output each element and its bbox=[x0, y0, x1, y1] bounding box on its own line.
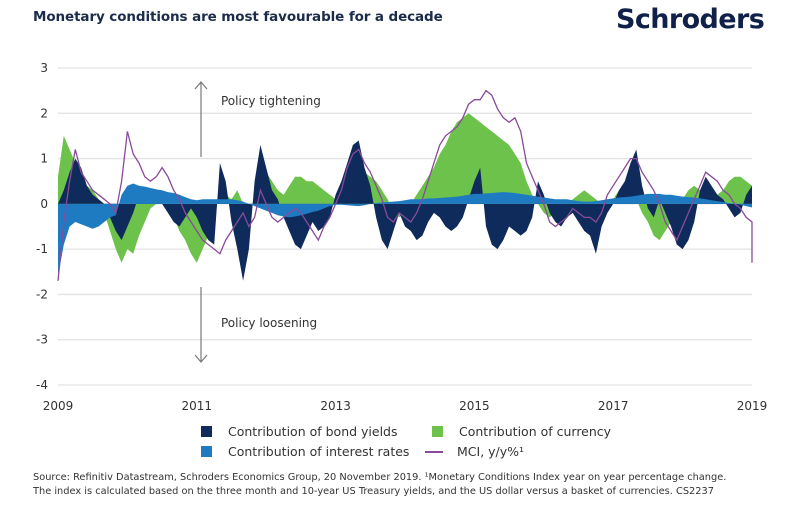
legend-item-currency: Contribution of currency bbox=[432, 424, 611, 439]
legend-item-rates: Contribution of interest rates bbox=[201, 444, 409, 459]
y-tick-label: -1 bbox=[36, 242, 48, 256]
legend-label-bond: Contribution of bond yields bbox=[228, 424, 398, 439]
y-tick-label: -2 bbox=[36, 287, 48, 301]
source-line-2: The index is calculated based on the thr… bbox=[33, 486, 714, 497]
chart-title: Monetary conditions are most favourable … bbox=[33, 9, 443, 25]
legend-label-currency: Contribution of currency bbox=[459, 424, 612, 439]
x-tick-label: 2009 bbox=[43, 399, 74, 413]
area-bond bbox=[58, 140, 752, 281]
x-tick-label: 2017 bbox=[598, 399, 629, 413]
y-tick-label: -3 bbox=[36, 333, 48, 347]
legend-label-mci: MCI, y/y%¹ bbox=[457, 444, 525, 459]
area-rates bbox=[58, 183, 752, 277]
line-mci bbox=[57, 89, 753, 281]
annotation-tightening: Policy tightening bbox=[221, 94, 321, 108]
schroders-logo: Schroders bbox=[616, 4, 765, 35]
chart: 3 2 1 0 -1 -2 -3 -4 2009 2011 2013 2015 2017 2019 Po… bbox=[36, 61, 768, 413]
y-tick-label: 3 bbox=[40, 61, 48, 75]
annotation-loosening: Policy loosening bbox=[221, 316, 317, 330]
x-tick-label: 2015 bbox=[459, 399, 490, 413]
x-tick-label: 2011 bbox=[182, 399, 213, 413]
y-tick-label: 1 bbox=[40, 152, 48, 166]
line-series bbox=[57, 89, 753, 281]
legend-line-mci bbox=[425, 450, 443, 453]
legend-swatch-bond bbox=[201, 426, 212, 437]
legend-item-bond: Contribution of bond yields bbox=[201, 424, 398, 439]
x-axis-ticks: 2009 2011 2013 2015 2017 2019 bbox=[43, 399, 768, 413]
legend-label-rates: Contribution of interest rates bbox=[228, 444, 410, 459]
y-tick-label: -4 bbox=[36, 378, 48, 392]
area-currency bbox=[58, 113, 752, 263]
source-line-1: Source: Refinitiv Datastream, Schroders … bbox=[33, 472, 727, 483]
y-axis-ticks: 3 2 1 0 -1 -2 -3 -4 bbox=[36, 61, 48, 392]
x-tick-label: 2013 bbox=[320, 399, 351, 413]
area-series bbox=[58, 113, 752, 281]
y-tick-label: 2 bbox=[40, 106, 48, 120]
legend-item-mci: MCI, y/y%¹ bbox=[425, 444, 524, 459]
legend-swatch-rates bbox=[201, 446, 212, 457]
annotations: Policy tightening Policy loosening bbox=[194, 81, 321, 363]
loosening-arrow-icon bbox=[194, 354, 208, 363]
y-tick-label: 0 bbox=[40, 197, 48, 211]
x-tick-label: 2019 bbox=[737, 399, 768, 413]
legend-swatch-currency bbox=[432, 426, 443, 437]
tightening-arrow-icon bbox=[194, 81, 208, 90]
source-note: Source: Refinitiv Datastream, Schroders … bbox=[33, 471, 793, 499]
